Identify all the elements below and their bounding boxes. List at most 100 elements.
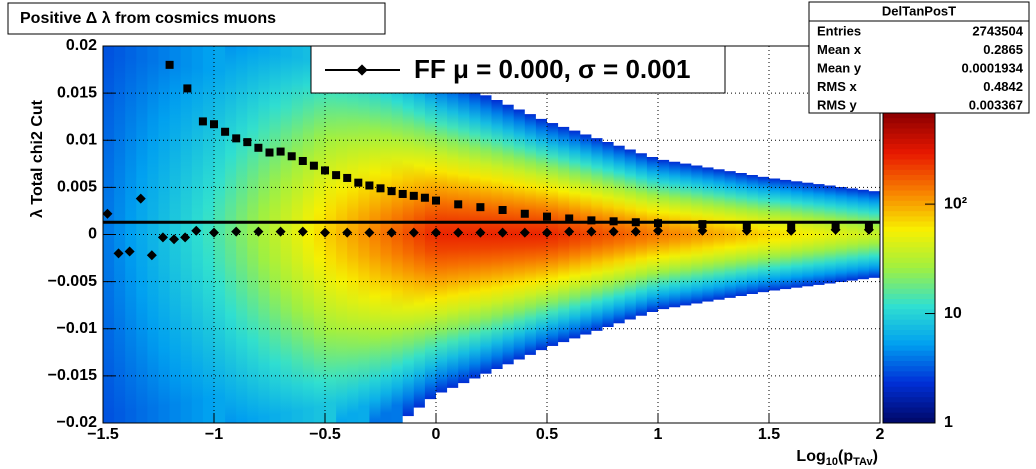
heat-column <box>391 46 404 423</box>
square-marker <box>409 191 418 200</box>
palette-cell <box>883 138 935 145</box>
palette-cell <box>883 402 935 408</box>
stats-box: DelTanPosT Entries 2743504 Mean x 0.2865 Mean… <box>808 1 1030 114</box>
diamond-marker <box>146 250 157 261</box>
x-tick-label: 0.5 <box>536 426 558 443</box>
palette-cell <box>883 113 935 119</box>
palette-cell <box>883 128 935 135</box>
square-marker <box>631 218 640 227</box>
heat-column <box>846 46 859 423</box>
palette-cell <box>883 200 935 207</box>
square-marker <box>298 156 307 165</box>
palette-cell <box>883 268 935 274</box>
square-marker <box>454 200 463 209</box>
square-marker <box>742 221 751 230</box>
palette-cell <box>883 293 935 300</box>
stats-value: 0.003367 <box>969 97 1023 112</box>
diamond-marker <box>630 226 641 237</box>
stats-key: Mean x <box>817 42 862 57</box>
y-tick-label: 0 <box>88 226 97 243</box>
heat-column <box>380 46 393 423</box>
diamond-marker <box>542 227 552 238</box>
palette-cell <box>883 288 935 295</box>
square-marker <box>183 84 192 93</box>
diamond-marker <box>180 232 191 243</box>
heat-column <box>635 46 648 423</box>
heat-column <box>502 46 515 423</box>
palette-cell <box>883 366 935 372</box>
diamond-marker <box>191 225 202 236</box>
palette-cell <box>883 345 935 352</box>
square-marker <box>698 220 707 229</box>
square-marker <box>609 217 618 226</box>
y-tick-label: −0.01 <box>57 320 98 337</box>
x-tick-label: 2 <box>876 426 885 443</box>
square-marker <box>198 117 207 126</box>
square-marker <box>276 147 285 156</box>
palette-cell <box>883 278 935 284</box>
diamond-marker <box>608 226 619 237</box>
x-tick-label: −0.5 <box>309 426 341 443</box>
diamond-marker <box>863 224 874 235</box>
palette-cell <box>883 309 935 315</box>
square-marker <box>587 216 596 225</box>
diamond-marker <box>364 227 375 238</box>
heat-column <box>580 46 592 423</box>
palette-cell <box>883 118 935 124</box>
heat-column <box>436 46 448 423</box>
heat-column <box>791 46 803 423</box>
heat-column <box>868 46 881 423</box>
y-tick-label: −0.015 <box>48 367 97 384</box>
heat-column <box>691 46 703 423</box>
heat-column <box>202 46 215 423</box>
heat-column <box>724 46 737 423</box>
heat-column <box>147 46 159 423</box>
title-box <box>7 2 386 35</box>
diamond-marker <box>231 226 242 237</box>
heat-column <box>780 46 792 423</box>
heat-column <box>480 46 492 423</box>
square-marker <box>221 127 230 136</box>
diamond-marker <box>786 225 797 236</box>
heat-column <box>535 46 548 423</box>
heat-column <box>225 46 237 423</box>
diamond-marker <box>320 227 330 238</box>
palette-cell <box>883 324 935 331</box>
palette-cell <box>883 417 935 424</box>
diamond-marker <box>519 227 530 238</box>
square-marker <box>309 161 318 170</box>
heat-column <box>302 46 315 423</box>
x-tick-label: −1.5 <box>87 426 119 443</box>
chart-title: Positive Δ λ from cosmics muons <box>20 10 276 27</box>
palette-cell <box>883 247 935 253</box>
palette-cell <box>883 169 935 176</box>
heat-column <box>735 46 748 423</box>
diamond-marker <box>586 226 597 237</box>
heat-column <box>702 46 714 423</box>
square-marker <box>565 214 574 223</box>
y-tick-label: −0.02 <box>57 414 98 431</box>
palette-cell <box>883 355 935 362</box>
heat-column <box>802 46 814 423</box>
y-tick-label: 0.02 <box>66 37 97 54</box>
square-marker <box>354 178 363 187</box>
palette-cell <box>883 319 935 326</box>
heat-column <box>491 46 504 423</box>
square-marker <box>343 173 352 182</box>
heat-column <box>824 46 837 423</box>
diamond-marker <box>275 226 286 237</box>
palette-cell <box>883 185 935 191</box>
stats-key: Entries <box>817 23 861 38</box>
diamond-marker <box>157 232 168 243</box>
square-marker <box>498 205 507 214</box>
heat-column <box>402 46 415 423</box>
palette-cell <box>883 299 935 305</box>
z-tick-label: 1 <box>944 414 953 431</box>
z-tick-label: 10 <box>944 305 962 322</box>
heat-column <box>325 46 337 423</box>
diamond-marker <box>653 225 663 236</box>
square-marker <box>321 166 329 175</box>
palette-cell <box>883 335 935 341</box>
square-marker <box>654 219 662 228</box>
